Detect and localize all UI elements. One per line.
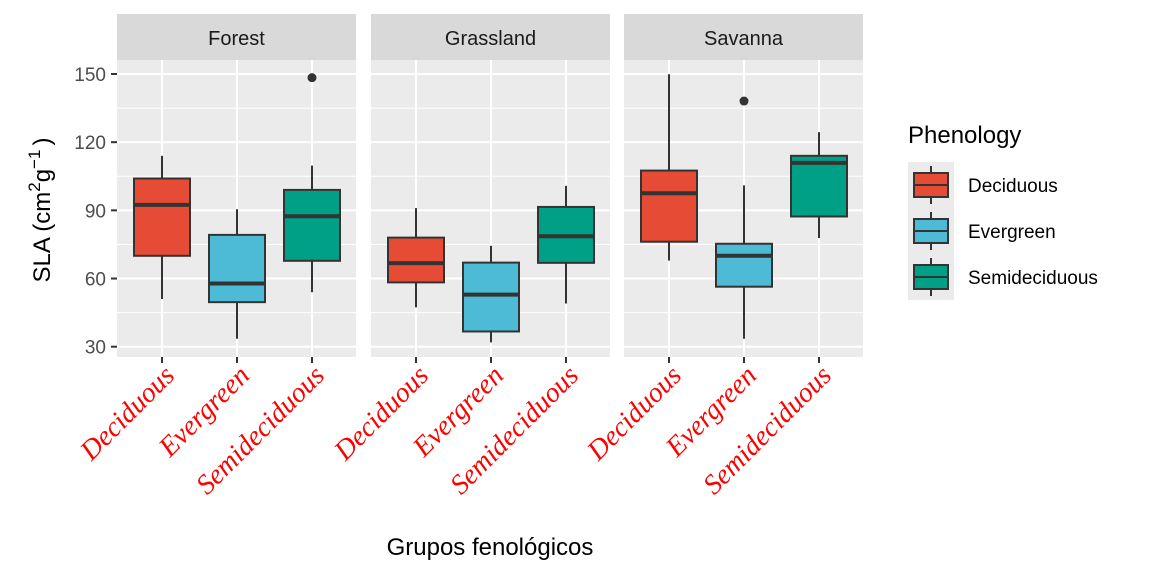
facet-strip xyxy=(371,14,610,60)
box-forest-evergreen xyxy=(208,209,266,339)
y-axis-title-sup2: −1 xyxy=(25,150,44,169)
x-axis-title: Grupos fenológicos xyxy=(387,534,594,561)
y-tick-label: 90 xyxy=(85,201,106,222)
x-tick-label: Semideciduous xyxy=(190,360,331,501)
legend-label: Evergreen xyxy=(968,222,1056,243)
legend-title: Phenology xyxy=(908,122,1021,149)
x-tick-label: Semideciduous xyxy=(444,360,585,501)
legend-item-evergreen: Evergreen xyxy=(908,208,1056,254)
legend-item-deciduous: Deciduous xyxy=(908,162,1058,208)
y-tick-label: 120 xyxy=(74,133,106,154)
box-forest-deciduous xyxy=(133,155,191,299)
box-iqr xyxy=(640,169,698,243)
x-axis: DeciduousEvergreenSemideciduousDeciduous… xyxy=(74,357,838,501)
box-savanna-evergreen xyxy=(715,96,773,339)
box-iqr xyxy=(387,236,445,284)
box-iqr xyxy=(715,242,773,288)
legend: Phenology Deciduous Evergreen Semideciduou… xyxy=(908,122,1098,300)
box-grassland-semideciduous xyxy=(537,185,595,304)
outlier-point xyxy=(739,96,749,106)
legend-label: Deciduous xyxy=(968,176,1058,197)
legend-label: Semideciduous xyxy=(968,268,1098,289)
box-iqr xyxy=(790,154,848,218)
facet-strip-label: Forest xyxy=(208,28,265,50)
y-tick-label: 60 xyxy=(85,270,106,291)
x-tick-label: Semideciduous xyxy=(697,360,838,501)
box-iqr xyxy=(208,233,266,304)
y-axis-title-main: SLA (cm xyxy=(29,192,56,283)
y-axis-title: SLA (cm2g−1) xyxy=(25,138,56,283)
facet-panels: Forest Grassland Savanna xyxy=(117,14,863,357)
legend-item-semideciduous: Semideciduous xyxy=(908,254,1098,300)
box-forest-semideciduous xyxy=(283,73,341,293)
facet-strip xyxy=(117,14,356,60)
box-grassland-deciduous xyxy=(387,208,445,308)
box-iqr xyxy=(462,261,520,333)
box-grassland-evergreen xyxy=(462,245,520,343)
box-savanna-semideciduous xyxy=(790,132,848,239)
y-axis-title-sup1: 2 xyxy=(25,182,44,191)
facet-strip xyxy=(624,14,863,60)
facet-strip-label: Grassland xyxy=(445,28,536,50)
box-iqr xyxy=(283,188,341,262)
outlier-point xyxy=(307,73,317,83)
y-axis-title-mid: g xyxy=(29,169,56,182)
facet-strip-label: Savanna xyxy=(704,28,784,50)
box-iqr xyxy=(133,177,191,257)
y-axis: 30 60 90 120 150 xyxy=(74,65,117,359)
box-savanna-deciduous xyxy=(640,74,698,261)
y-axis-title-end: ) xyxy=(29,138,56,146)
y-tick-label: 150 xyxy=(74,65,106,86)
y-tick-label: 30 xyxy=(85,338,106,359)
